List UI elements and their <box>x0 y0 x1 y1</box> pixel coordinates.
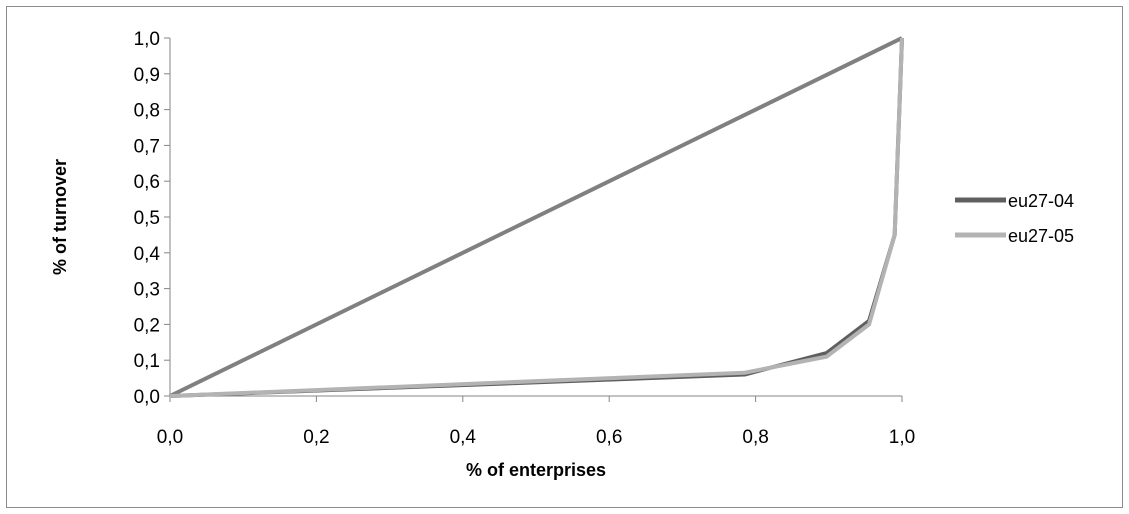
y-axis-title: % of turnover <box>50 159 70 275</box>
series-line-eu27-05 <box>169 37 904 398</box>
y-tick-label: 0,9 <box>134 65 160 86</box>
x-axis-title: % of enterprises <box>466 460 606 480</box>
y-tick-label: 0,4 <box>134 244 161 265</box>
y-tick-label: 0,7 <box>134 136 160 157</box>
x-tick-label: 0,8 <box>742 427 768 448</box>
equality-diagonal-line <box>169 36 903 398</box>
x-tick-label: 0,0 <box>157 427 183 448</box>
y-tick-label: 0,8 <box>134 101 160 122</box>
tick-labels: 0,0 0,1 0,2 0,3 0,4 0,5 0,6 0,7 0,8 0,9 1,0 0,0 0,2 0… <box>134 29 916 448</box>
y-tick-label: 0,2 <box>134 315 160 336</box>
x-tick-label: 0,6 <box>596 427 622 448</box>
axes <box>164 37 903 402</box>
plot-lines <box>169 36 904 398</box>
y-tick-label: 0,5 <box>134 208 160 229</box>
legend-label: eu27-04 <box>1008 191 1074 211</box>
y-tick-label: 0,0 <box>134 387 160 408</box>
legend-label: eu27-05 <box>1008 226 1074 246</box>
chart-frame <box>6 6 1123 508</box>
y-tick-label: 1,0 <box>134 29 160 50</box>
x-tick-label: 0,2 <box>303 427 329 448</box>
y-tick-label: 0,3 <box>134 280 160 301</box>
x-tick-label: 1,0 <box>889 427 915 448</box>
legend: eu27-04 eu27-05 <box>955 191 1074 246</box>
y-tick-label: 0,6 <box>134 172 160 193</box>
y-tick-label: 0,1 <box>134 351 160 372</box>
x-tick-label: 0,4 <box>450 427 477 448</box>
